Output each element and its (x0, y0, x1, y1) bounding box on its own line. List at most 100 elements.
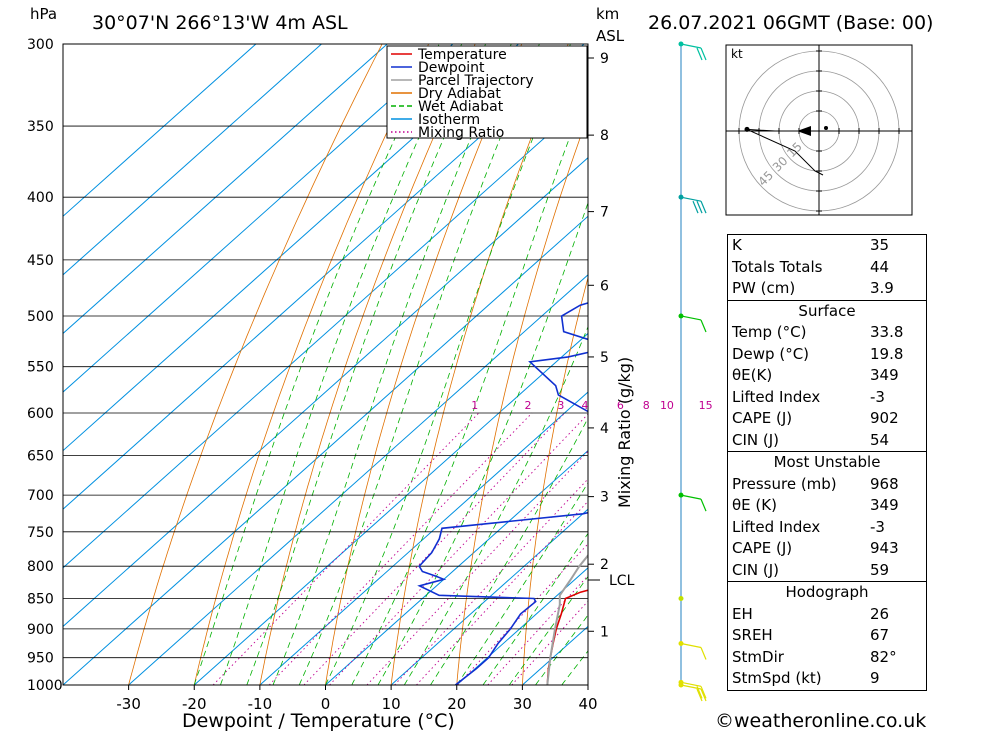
indices-value: 35 (870, 236, 890, 254)
indices-value: -3 (870, 387, 885, 406)
pressure-tick-label: 500 (27, 309, 54, 325)
wind-barb-feather (700, 319, 707, 333)
indices-row: θE(K) 349 (728, 365, 927, 387)
x-tick-label: 20 (447, 695, 466, 713)
mixing-ratio-label: 1 (471, 399, 478, 412)
pressure-tick-label: 950 (27, 651, 54, 667)
dry-adiabat-line (193, 44, 429, 685)
wind-barb-feather (700, 200, 707, 214)
wind-barb-feather (700, 47, 707, 61)
indices-row: StmSpd (kt) 9 (728, 668, 927, 690)
indices-label: EH (732, 604, 753, 623)
indices-row: CIN (J) 59 (728, 560, 927, 582)
wind-barb-feather (700, 498, 707, 512)
pressure-tick-label: 400 (27, 190, 54, 206)
wind-barb-column (678, 41, 707, 702)
indices-value: 44 (870, 257, 890, 276)
isotherm-line (63, 44, 519, 452)
mixing-ratio-line (511, 600, 588, 685)
height-tick-label: 9 (600, 51, 609, 67)
x-tick-label: 40 (578, 695, 597, 713)
indices-table: K 35 Totals Totals 44 PW (cm) 3.9 Surface Temp … (727, 234, 927, 691)
wind-barb-staff (680, 43, 702, 49)
isotherm-line (456, 567, 588, 685)
isotherm-line (63, 44, 322, 276)
wet-adiabat-line (535, 614, 588, 685)
profile-lines (417, 302, 588, 685)
pressure-tick-label: 1000 (27, 678, 63, 694)
wind-barb-feather (692, 200, 699, 214)
wind-barb-staff (680, 494, 702, 500)
indices-section-title: Hodograph (727, 581, 927, 604)
hodograph-point (744, 126, 750, 132)
x-axis-title: Dewpoint / Temperature (°C) (182, 710, 455, 732)
hodograph-point (824, 126, 828, 130)
indices-value: 943 (870, 539, 899, 557)
mixing-ratio-label: 15 (699, 399, 713, 412)
indices-row: θE (K) 349 (728, 495, 927, 517)
wind-barb-feather (700, 686, 707, 699)
x-tick-label: 0 (321, 695, 331, 713)
wet-adiabat-line (193, 44, 440, 685)
pressure-tick-label: 650 (27, 449, 54, 465)
indices-value: 349 (870, 496, 899, 514)
copyright-text: ©weatheronline.co.uk (715, 710, 926, 732)
indices-value: 9 (870, 669, 880, 687)
indices-section-label: Surface (727, 299, 927, 322)
dry-adiabat-line (522, 276, 588, 685)
indices-label: PW (cm) (732, 279, 796, 297)
indices-value: 82° (870, 647, 897, 666)
isotherm-line (128, 274, 588, 685)
pressure-tick-label: 600 (27, 406, 54, 422)
mixing-ratio-label: 4 (582, 399, 589, 412)
indices-row: Dewp (°C) 19.8 (728, 344, 927, 366)
indices-label: K (732, 236, 742, 254)
indices-row: Totals Totals 44 (728, 257, 927, 279)
indices-row: Pressure (mb) 968 (728, 474, 927, 496)
wind-barb-staff (680, 315, 702, 321)
isotherm-line (325, 449, 588, 685)
x-tick-label: 30 (513, 695, 532, 713)
datetime-title: 26.07.2021 06GMT (Base: 00) (648, 12, 933, 34)
legend-label: Temperature (417, 47, 507, 63)
mixing-ratio-label: 6 (617, 399, 624, 412)
wind-barb-feather (696, 688, 703, 702)
indices-value: 19.8 (870, 344, 904, 363)
indices-label: Lifted Index (732, 517, 821, 536)
indices-value: 26 (870, 604, 890, 623)
plot-frame (62, 43, 589, 686)
indices-value: 902 (870, 409, 899, 427)
height-tick-label: 6 (600, 278, 609, 294)
mixing-ratio-axis-title: Mixing Ratio (g/kg) (615, 357, 634, 508)
indices-label: θE (K) (732, 496, 777, 514)
indices-row: EH 26 (728, 604, 927, 626)
x-tick-label: -30 (116, 695, 141, 713)
hodograph-trace (746, 128, 824, 176)
wet-adiabat-line (377, 201, 588, 685)
wet-adiabat-line (325, 44, 571, 685)
isotherm-line (63, 44, 585, 510)
pressure-tick-label: 300 (27, 37, 54, 53)
indices-value: 33.8 (870, 323, 904, 341)
indices-label: CAPE (J) (732, 409, 793, 427)
wind-barb-feather (696, 200, 703, 214)
indices-section-label: Hodograph (727, 581, 927, 604)
height-tick-label: 5 (600, 350, 609, 366)
indices-value: 67 (870, 626, 890, 644)
pressure-tick-label: 700 (27, 488, 54, 504)
indices-label: StmSpd (kt) (732, 669, 822, 687)
wind-barb-feather (700, 647, 707, 660)
pressure-tick-label: 900 (27, 622, 54, 638)
temperature-line (546, 589, 588, 685)
indices-label: CIN (J) (732, 430, 780, 449)
legend-label: Mixing Ratio (418, 125, 504, 141)
wind-barb-feather (696, 686, 703, 699)
isotherm-line (63, 98, 588, 569)
isotherm-line (63, 156, 588, 628)
legend-box (386, 45, 588, 139)
indices-row: CIN (J) 54 (728, 430, 927, 452)
indices-row: PW (cm) 3.9 (728, 278, 927, 300)
mixing-ratio-line (303, 412, 566, 685)
